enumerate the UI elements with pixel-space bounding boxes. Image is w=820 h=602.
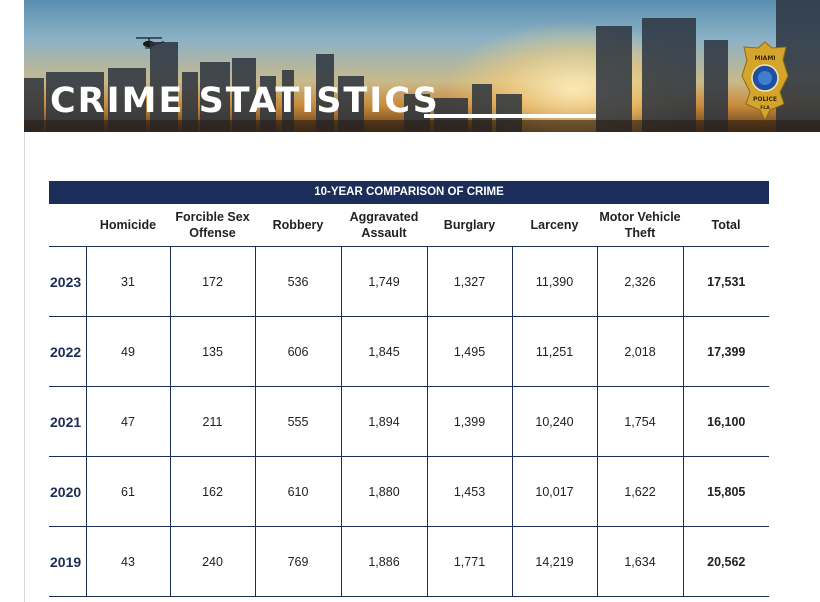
column-header-year [49,204,86,247]
motor-vehicle-theft-cell: 2,018 [596,316,683,387]
table-caption: 10-YEAR COMPARISON OF CRIME [49,181,769,204]
robbery-cell: 606 [254,316,341,387]
year-cell: 2019 [49,526,86,597]
year-cell: 2020 [49,456,86,527]
crime-comparison-table: 10-YEAR COMPARISON OF CRIME Homicide For… [49,181,769,597]
motor-vehicle-theft-cell: 2,326 [596,246,683,317]
robbery-cell: 536 [254,246,341,317]
year-cell: 2022 [49,316,86,387]
column-header-larceny: Larceny [512,204,597,247]
motor-vehicle-theft-cell: 1,622 [596,456,683,527]
robbery-cell: 555 [254,386,341,457]
table-row: 2022 49 135 606 1,845 1,495 11,251 2,018… [49,316,769,387]
column-header-homicide: Homicide [86,204,170,247]
burglary-cell: 1,495 [426,316,512,387]
column-header-aggravated-assault: Aggravated Assault [341,204,427,247]
forcible-sex-offense-cell: 162 [169,456,255,527]
larceny-cell: 10,017 [511,456,597,527]
total-cell: 17,531 [682,246,769,317]
crime-table: Homicide Forcible Sex Offense Robbery Ag… [49,204,769,597]
aggravated-assault-cell: 1,845 [340,316,427,387]
total-cell: 20,562 [682,526,769,597]
table-row: 2020 61 162 610 1,880 1,453 10,017 1,622… [49,456,769,527]
page-edge [24,0,25,602]
aggravated-assault-cell: 1,880 [340,456,427,527]
robbery-cell: 610 [254,456,341,527]
homicide-cell: 61 [85,456,170,527]
forcible-sex-offense-cell: 172 [169,246,255,317]
burglary-cell: 1,771 [426,526,512,597]
year-cell: 2023 [49,246,86,317]
title-underline [424,114,596,118]
forcible-sex-offense-cell: 211 [169,386,255,457]
burglary-cell: 1,453 [426,456,512,527]
homicide-cell: 47 [85,386,170,457]
header-row: Homicide Forcible Sex Offense Robbery Ag… [49,204,769,247]
total-cell: 16,100 [682,386,769,457]
badge-mid-text: POLICE [753,96,777,103]
aggravated-assault-cell: 1,886 [340,526,427,597]
motor-vehicle-theft-cell: 1,754 [596,386,683,457]
aggravated-assault-cell: 1,749 [340,246,427,317]
homicide-cell: 43 [85,526,170,597]
homicide-cell: 31 [85,246,170,317]
year-cell: 2021 [49,386,86,457]
header-banner: CRIME STATISTICS MIAMI POLICE FLA [24,0,820,132]
table-row: 2019 43 240 769 1,886 1,771 14,219 1,634… [49,526,769,597]
badge-bottom-text: FLA [760,105,770,111]
burglary-cell: 1,399 [426,386,512,457]
column-header-forcible-sex-offense: Forcible Sex Offense [170,204,255,247]
homicide-cell: 49 [85,316,170,387]
table-row: 2021 47 211 555 1,894 1,399 10,240 1,754… [49,386,769,457]
larceny-cell: 11,390 [511,246,597,317]
total-cell: 17,399 [682,316,769,387]
column-header-motor-vehicle-theft: Motor Vehicle Theft [597,204,683,247]
aggravated-assault-cell: 1,894 [340,386,427,457]
column-header-burglary: Burglary [427,204,512,247]
badge-top-text: MIAMI [754,55,775,62]
column-header-robbery: Robbery [255,204,341,247]
larceny-cell: 11,251 [511,316,597,387]
larceny-cell: 14,219 [511,526,597,597]
page-title: CRIME STATISTICS [50,81,440,121]
burglary-cell: 1,327 [426,246,512,317]
total-cell: 15,805 [682,456,769,527]
forcible-sex-offense-cell: 135 [169,316,255,387]
police-badge-icon: MIAMI POLICE FLA [741,41,789,122]
table-row: 2023 31 172 536 1,749 1,327 11,390 2,326… [49,246,769,317]
forcible-sex-offense-cell: 240 [169,526,255,597]
larceny-cell: 10,240 [511,386,597,457]
motor-vehicle-theft-cell: 1,634 [596,526,683,597]
robbery-cell: 769 [254,526,341,597]
column-header-total: Total [683,204,769,247]
